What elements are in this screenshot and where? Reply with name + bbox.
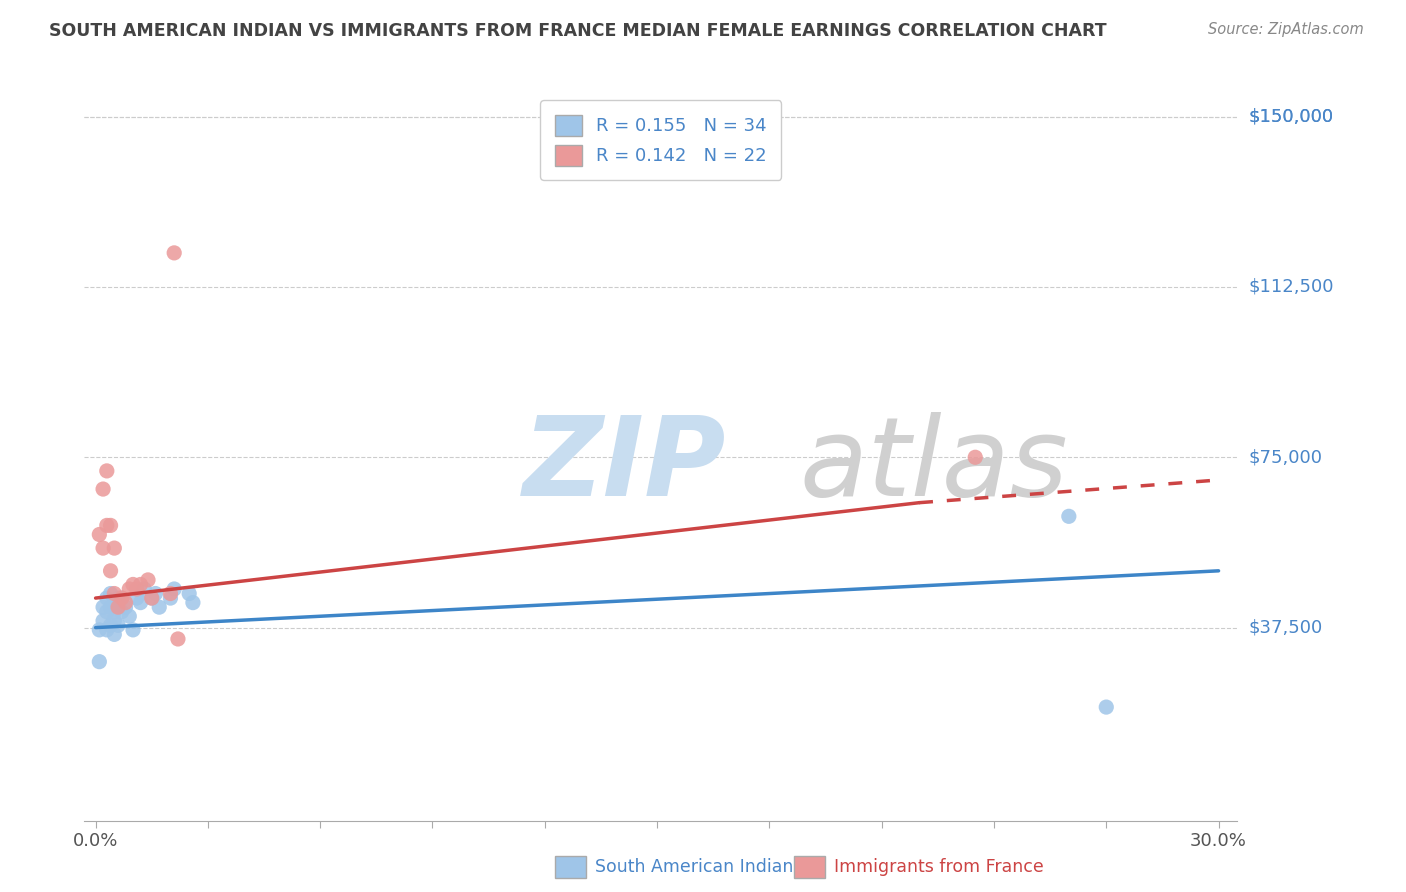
- Point: [91, 614, 114, 628]
- Point: [96, 518, 118, 533]
- Point: [114, 596, 136, 610]
- Point: [163, 245, 186, 260]
- Point: [89, 527, 111, 541]
- Point: [134, 582, 156, 596]
- Legend: R = 0.155   N = 34, R = 0.142   N = 22: R = 0.155 N = 34, R = 0.142 N = 22: [540, 101, 782, 180]
- Point: [96, 605, 118, 619]
- Point: [118, 582, 141, 596]
- Point: [122, 623, 145, 637]
- Point: [91, 541, 114, 555]
- Text: Source: ZipAtlas.com: Source: ZipAtlas.com: [1208, 22, 1364, 37]
- Point: [148, 600, 170, 615]
- Text: atlas: atlas: [799, 412, 1067, 519]
- Point: [1095, 700, 1118, 714]
- Text: South American Indians: South American Indians: [595, 858, 803, 876]
- Point: [100, 618, 122, 632]
- Text: $75,000: $75,000: [1249, 449, 1323, 467]
- Point: [114, 600, 136, 615]
- Point: [96, 464, 118, 478]
- Point: [163, 582, 186, 596]
- Text: $150,000: $150,000: [1249, 108, 1334, 126]
- Point: [103, 605, 125, 619]
- Point: [965, 450, 987, 465]
- Point: [145, 586, 167, 600]
- Point: [103, 586, 125, 600]
- Point: [141, 591, 163, 605]
- Text: Immigrants from France: Immigrants from France: [834, 858, 1043, 876]
- Point: [100, 600, 122, 615]
- Point: [89, 655, 111, 669]
- Point: [1057, 509, 1080, 524]
- FancyBboxPatch shape: [794, 856, 825, 878]
- Point: [125, 582, 148, 596]
- Point: [89, 623, 111, 637]
- Point: [107, 600, 129, 615]
- Point: [111, 591, 134, 605]
- Point: [159, 591, 181, 605]
- Point: [100, 564, 122, 578]
- Point: [96, 623, 118, 637]
- Text: $150,000: $150,000: [1249, 108, 1334, 126]
- Point: [100, 586, 122, 600]
- Point: [111, 605, 134, 619]
- Point: [181, 596, 204, 610]
- Point: [167, 632, 190, 646]
- Point: [141, 591, 163, 605]
- Point: [107, 618, 129, 632]
- Text: SOUTH AMERICAN INDIAN VS IMMIGRANTS FROM FRANCE MEDIAN FEMALE EARNINGS CORRELATI: SOUTH AMERICAN INDIAN VS IMMIGRANTS FROM…: [49, 22, 1107, 40]
- Point: [111, 591, 134, 605]
- Point: [91, 482, 114, 496]
- Text: $37,500: $37,500: [1249, 618, 1323, 637]
- Point: [118, 609, 141, 624]
- Point: [103, 541, 125, 555]
- Point: [91, 600, 114, 615]
- Text: $112,500: $112,500: [1249, 278, 1334, 296]
- Point: [107, 600, 129, 615]
- FancyBboxPatch shape: [555, 856, 586, 878]
- Point: [103, 614, 125, 628]
- Point: [96, 591, 118, 605]
- Point: [125, 591, 148, 605]
- Point: [179, 586, 201, 600]
- Point: [129, 577, 152, 591]
- Point: [107, 591, 129, 605]
- Point: [100, 518, 122, 533]
- Point: [103, 596, 125, 610]
- Point: [129, 596, 152, 610]
- Text: ZIP: ZIP: [523, 412, 725, 519]
- Point: [103, 627, 125, 641]
- Point: [159, 586, 181, 600]
- Point: [136, 573, 159, 587]
- Point: [122, 577, 145, 591]
